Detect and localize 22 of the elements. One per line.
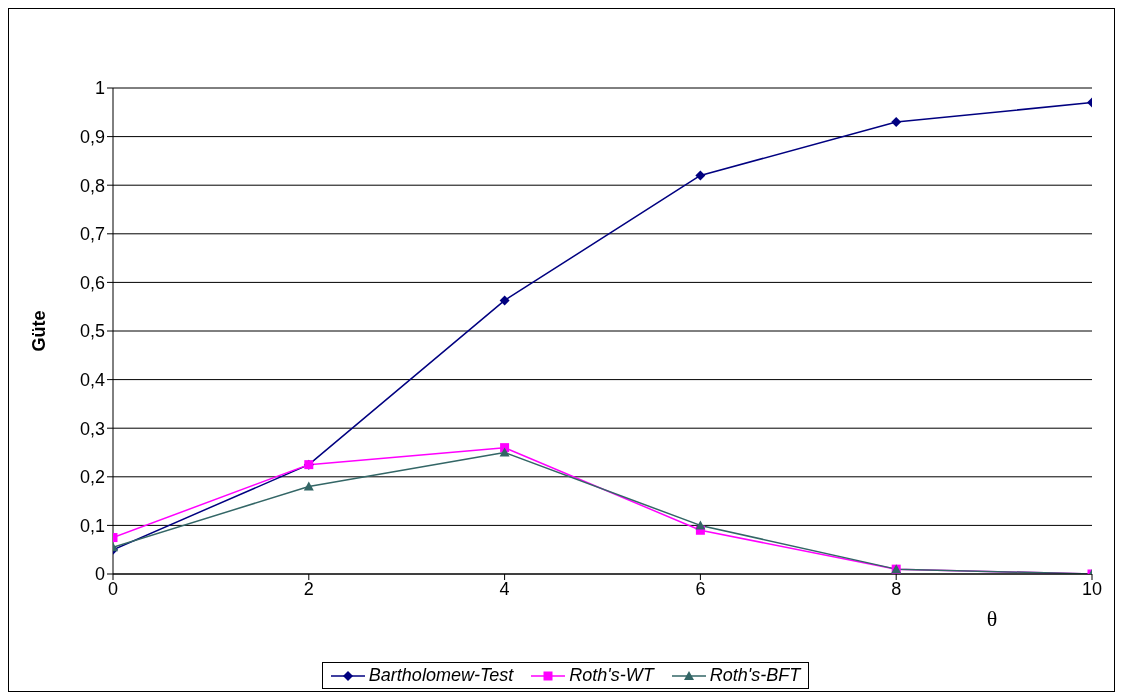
y-tick-label: 0,2	[79, 467, 105, 488]
x-tick-label: 8	[891, 578, 902, 599]
y-tick-label: 0,7	[79, 224, 105, 245]
y-axis-title: Güte	[29, 310, 50, 352]
x-tick-label: 2	[303, 578, 314, 599]
y-tick-label: 1	[94, 78, 105, 99]
y-tick-label: 0,1	[79, 515, 105, 536]
legend-label: Bartholomew-Test	[367, 665, 514, 686]
legend-label: Roth's-WT	[568, 665, 654, 686]
y-tick-label: 0,5	[79, 321, 105, 342]
x-tick-label: 4	[499, 578, 510, 599]
y-tick-label: 0	[94, 564, 105, 585]
x-axis-title: θ	[986, 606, 998, 631]
y-tick-label: 0,4	[79, 369, 105, 390]
y-tick-label: 0,3	[79, 418, 105, 439]
legend-label: Roth's-BFT	[708, 665, 801, 686]
x-tick-label: 0	[107, 578, 119, 599]
x-tick-label: 6	[695, 578, 706, 599]
x-tick-label: 10	[1081, 578, 1103, 599]
y-tick-label: 0,6	[79, 272, 105, 293]
y-tick-label: 0,8	[79, 175, 105, 196]
y-tick-label: 0,9	[79, 126, 105, 147]
